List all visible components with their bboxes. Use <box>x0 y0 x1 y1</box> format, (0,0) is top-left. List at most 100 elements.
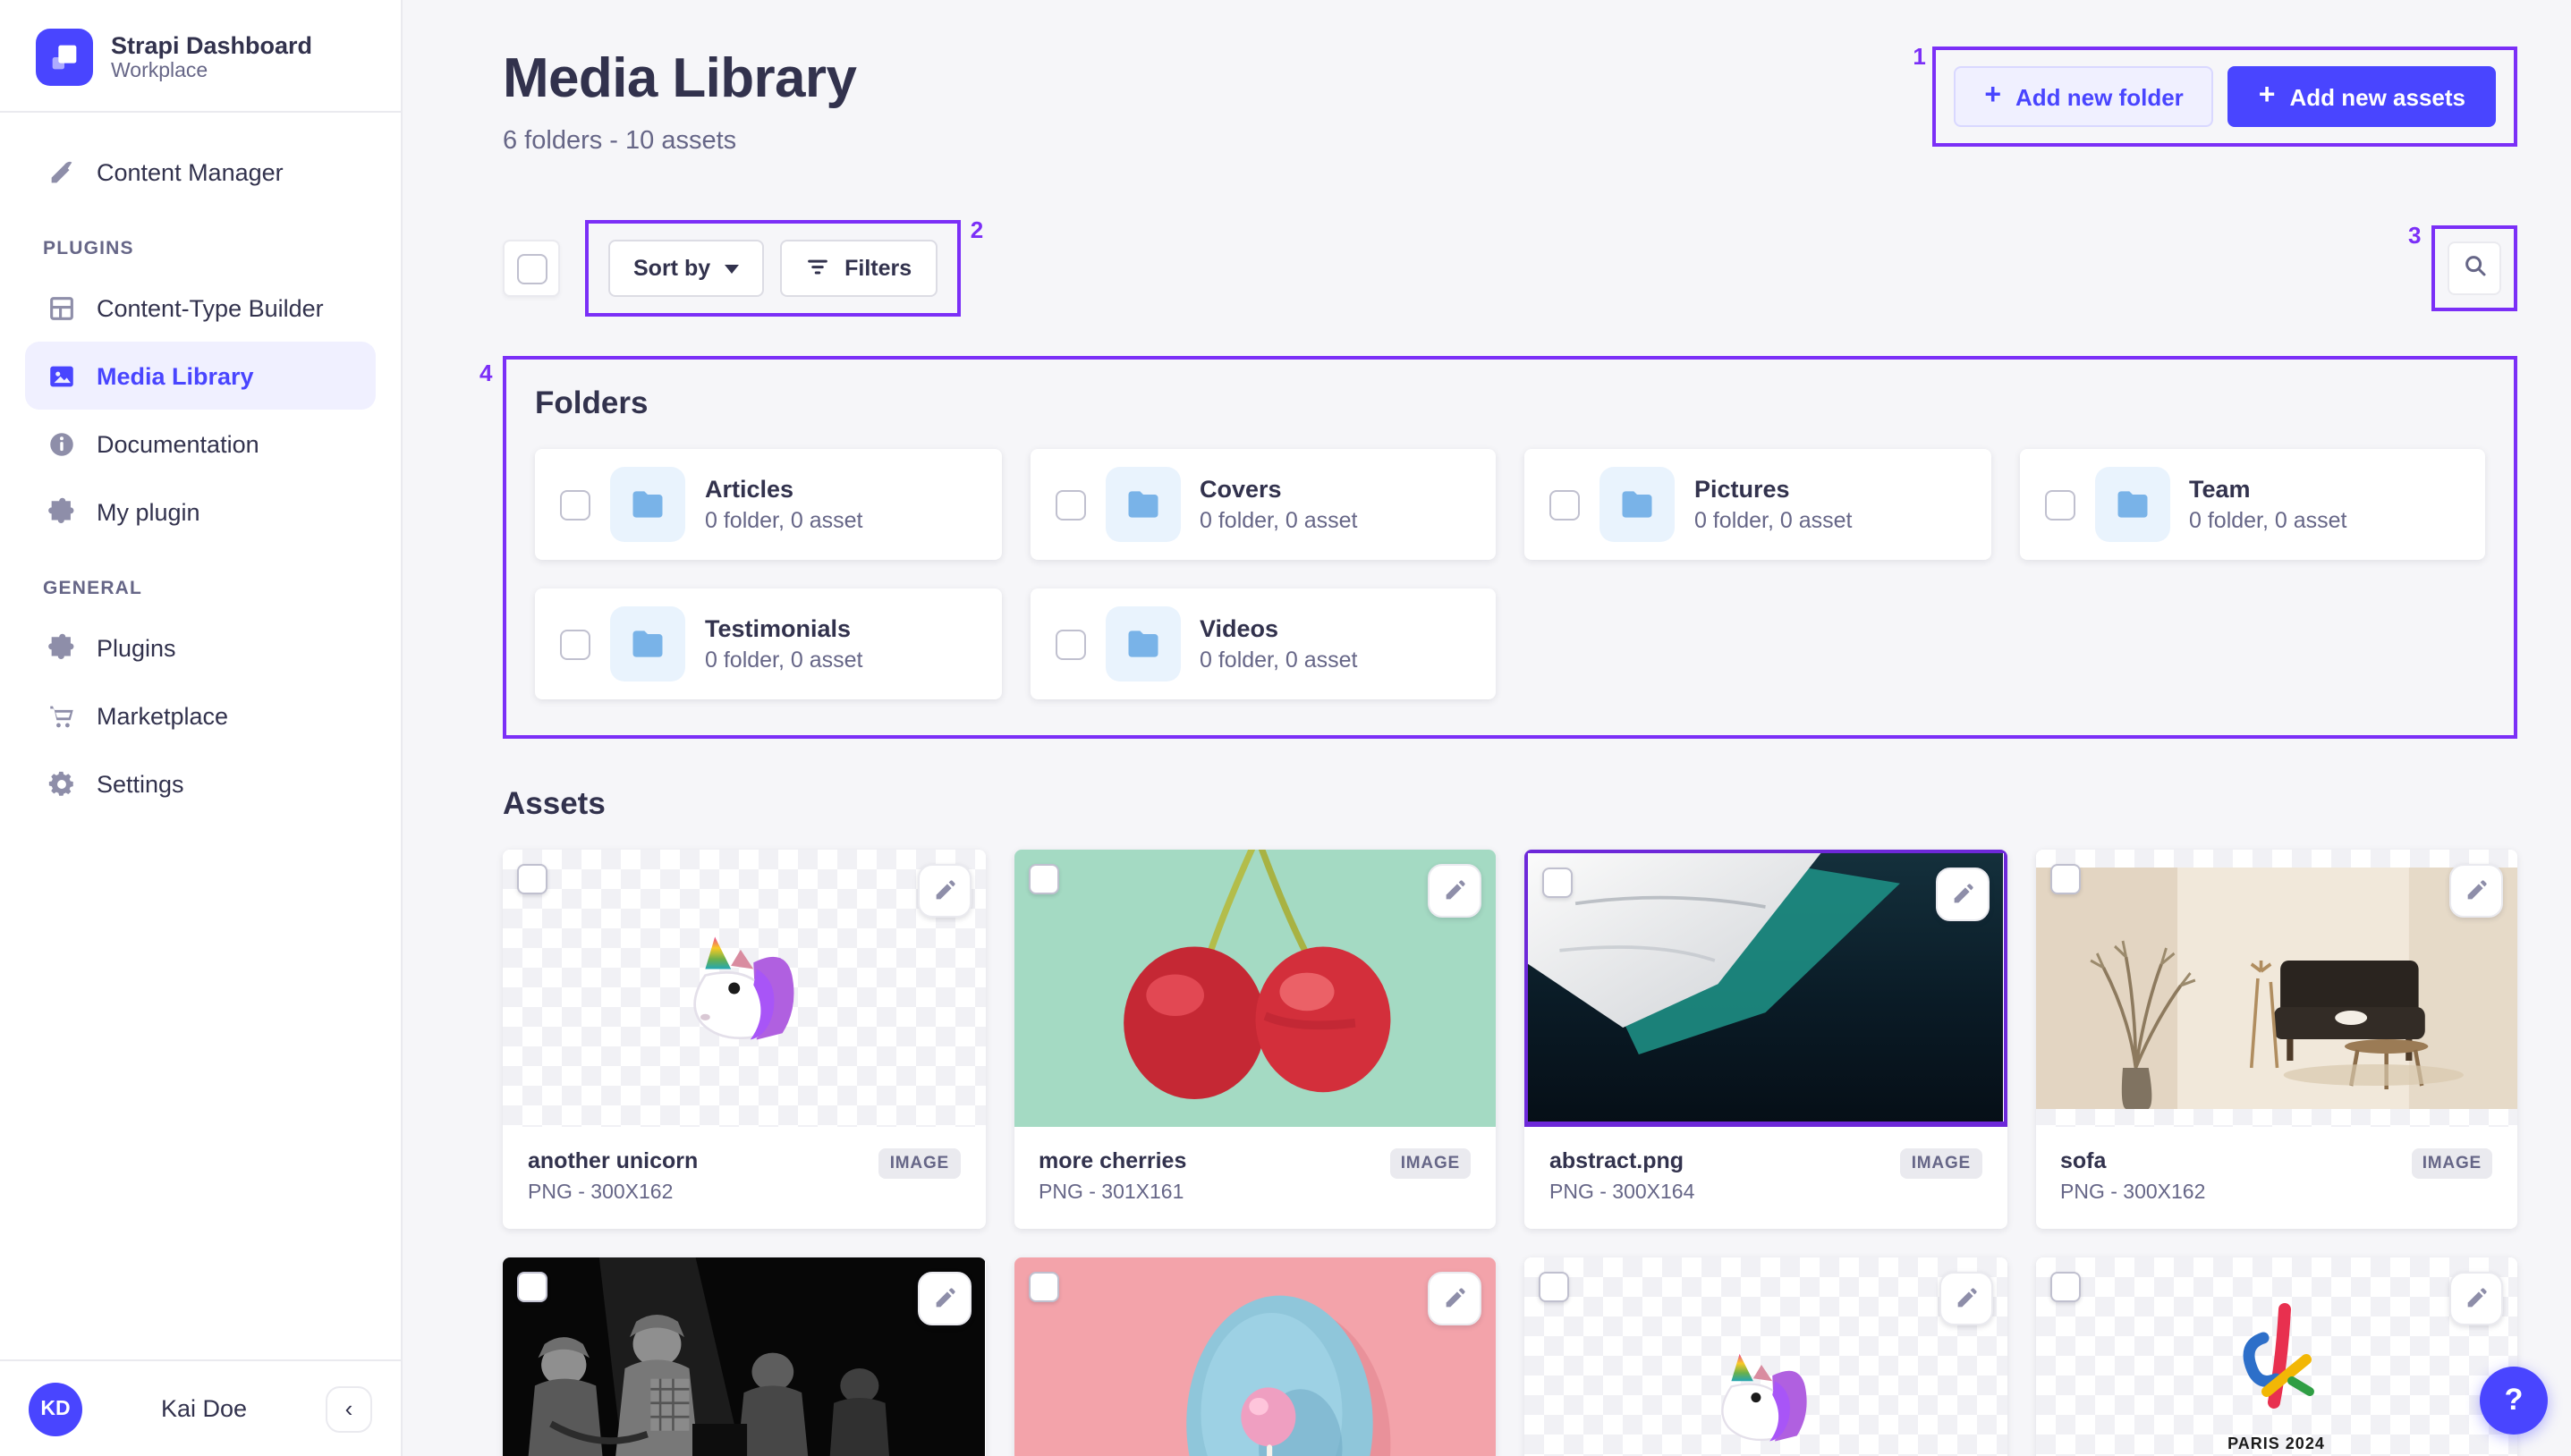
asset-checkbox[interactable] <box>517 864 547 894</box>
folder-card-covers[interactable]: Covers 0 folder, 0 asset <box>1030 449 1496 560</box>
asset-checkbox[interactable] <box>2049 1272 2080 1302</box>
edit-asset-button[interactable] <box>917 1272 971 1325</box>
pencil-icon <box>1956 1288 1976 1308</box>
asset-card-more-cherries[interactable]: more cherries PNG - 301X161 IMAGE <box>1014 850 1496 1229</box>
puzzle-icon <box>43 630 79 665</box>
pencil-icon <box>2467 1288 2487 1308</box>
folder-checkbox[interactable] <box>1055 489 1085 520</box>
asset-card-sofa[interactable]: sofa PNG - 300X162 IMAGE <box>2035 850 2517 1229</box>
edit-asset-button[interactable] <box>917 864 971 918</box>
folder-icon <box>610 467 685 542</box>
main-content: Media Library 6 folders - 10 assets 1 + … <box>403 0 2571 1456</box>
puzzle-icon <box>43 494 79 529</box>
asset-meta: PNG - 300X162 <box>2060 1182 2206 1204</box>
asset-checkbox[interactable] <box>1028 864 1058 894</box>
toolbar: 2 Sort by Filters 3 <box>503 216 2517 317</box>
edit-asset-button[interactable] <box>2449 1272 2503 1325</box>
sidebar-item-settings[interactable]: Settings <box>25 749 376 817</box>
folder-card-videos[interactable]: Videos 0 folder, 0 asset <box>1030 588 1496 699</box>
asset-meta: PNG - 300X164 <box>1549 1182 1695 1204</box>
sort-by-dropdown[interactable]: Sort by <box>608 240 765 297</box>
asset-card-band-photo[interactable] <box>503 1257 985 1456</box>
filters-button[interactable]: Filters <box>780 240 938 297</box>
folder-grid: Articles 0 folder, 0 asset Covers 0 folder… <box>535 449 2485 699</box>
folder-checkbox[interactable] <box>1055 629 1085 659</box>
filter-icon <box>805 253 830 284</box>
help-button[interactable]: ? <box>2480 1367 2548 1435</box>
edit-asset-button[interactable] <box>1939 1272 1992 1325</box>
sidebar-item-my-plugin[interactable]: My plugin <box>25 478 376 546</box>
asset-type-badge: IMAGE <box>1389 1148 1471 1179</box>
asset-thumbnail-band <box>503 1257 985 1456</box>
pencil-icon <box>1446 880 1465 900</box>
folder-checkbox[interactable] <box>2044 489 2075 520</box>
asset-thumbnail-lollipop <box>1014 1257 1496 1456</box>
asset-checkbox[interactable] <box>1542 868 1573 898</box>
asset-checkbox[interactable] <box>2049 864 2080 894</box>
folder-icon <box>1599 467 1675 542</box>
app-title: Strapi Dashboard <box>111 31 313 59</box>
add-new-assets-button[interactable]: + Add new assets <box>2227 66 2496 127</box>
annotation-number-4: 4 <box>479 360 493 386</box>
asset-card-lollipop[interactable] <box>1014 1257 1496 1456</box>
sidebar-item-media-library[interactable]: Media Library <box>25 342 376 410</box>
sidebar-item-documentation[interactable]: Documentation <box>25 410 376 478</box>
folder-card-testimonials[interactable]: Testimonials 0 folder, 0 asset <box>535 588 1001 699</box>
edit-asset-button[interactable] <box>2449 864 2503 918</box>
asset-meta: PNG - 301X161 <box>1039 1182 1184 1204</box>
strapi-logo-icon <box>36 29 93 86</box>
asset-card-paris-2024[interactable]: PARIS 2024 <box>2035 1257 2517 1456</box>
folder-card-articles[interactable]: Articles 0 folder, 0 asset <box>535 449 1001 560</box>
pencil-icon <box>1953 884 1973 903</box>
sidebar-item-label: Marketplace <box>97 702 229 729</box>
asset-name: more cherries <box>1039 1148 1187 1173</box>
asset-checkbox[interactable] <box>517 1272 547 1302</box>
pencil-icon <box>935 1288 955 1308</box>
asset-card-abstract[interactable]: abstract.png PNG - 300X164 IMAGE <box>1524 850 2007 1229</box>
add-new-folder-button[interactable]: + Add new folder <box>1954 66 2214 127</box>
folder-card-team[interactable]: Team 0 folder, 0 asset <box>2019 449 2485 560</box>
asset-thumbnail-unicorn-small <box>1524 1257 2007 1456</box>
plus-icon: + <box>2258 80 2276 110</box>
annotation-box-3: 3 <box>2408 222 2517 311</box>
search-button[interactable] <box>2448 241 2501 295</box>
folder-checkbox[interactable] <box>560 489 590 520</box>
folder-card-pictures[interactable]: Pictures 0 folder, 0 asset <box>1524 449 1990 560</box>
user-name: Kai Doe <box>160 1395 248 1422</box>
edit-asset-button[interactable] <box>1935 868 1989 921</box>
edit-asset-button[interactable] <box>1428 864 1481 918</box>
feather-pen-icon <box>43 154 79 190</box>
workspace-brand[interactable]: Strapi Dashboard Workplace <box>0 0 401 111</box>
sidebar-item-content-type-builder[interactable]: Content-Type Builder <box>25 274 376 342</box>
edit-asset-button[interactable] <box>1428 1272 1481 1325</box>
assets-heading: Assets <box>503 785 606 821</box>
asset-card-unicorn[interactable] <box>1524 1257 2007 1456</box>
asset-checkbox[interactable] <box>1028 1272 1058 1302</box>
sidebar-item-label: Content-Type Builder <box>97 294 324 321</box>
pencil-icon <box>1446 1288 1465 1308</box>
folder-checkbox[interactable] <box>1549 489 1580 520</box>
workspace-name: Workplace <box>111 61 208 83</box>
sidebar-user-row: KD Kai Doe ‹ <box>0 1359 401 1456</box>
sidebar-item-content-manager[interactable]: Content Manager <box>25 138 376 206</box>
sidebar-item-plugins[interactable]: Plugins <box>25 614 376 681</box>
select-all-checkbox[interactable] <box>516 253 547 284</box>
asset-thumbnail-paris-2024: PARIS 2024 <box>2035 1257 2517 1456</box>
asset-checkbox[interactable] <box>1539 1272 1569 1302</box>
sidebar-item-marketplace[interactable]: Marketplace <box>25 681 376 749</box>
asset-name: abstract.png <box>1549 1148 1684 1173</box>
sidebar-collapse-button[interactable]: ‹ <box>326 1385 372 1432</box>
asset-card-another-unicorn[interactable]: another unicorn PNG - 300X162 IMAGE <box>503 850 985 1229</box>
folders-heading: Folders <box>535 385 649 420</box>
folder-icon <box>1105 467 1180 542</box>
plus-icon: + <box>1984 80 2001 110</box>
asset-type-badge: IMAGE <box>2411 1148 2492 1179</box>
asset-thumbnail-sofa <box>2035 850 2517 1127</box>
asset-grid: another unicorn PNG - 300X162 IMAGE <box>503 850 2517 1456</box>
folder-checkbox[interactable] <box>560 629 590 659</box>
asset-type-badge: IMAGE <box>878 1148 960 1179</box>
asset-type-badge: IMAGE <box>1900 1148 1981 1179</box>
chevron-down-icon <box>725 265 740 274</box>
folder-icon <box>2094 467 2169 542</box>
